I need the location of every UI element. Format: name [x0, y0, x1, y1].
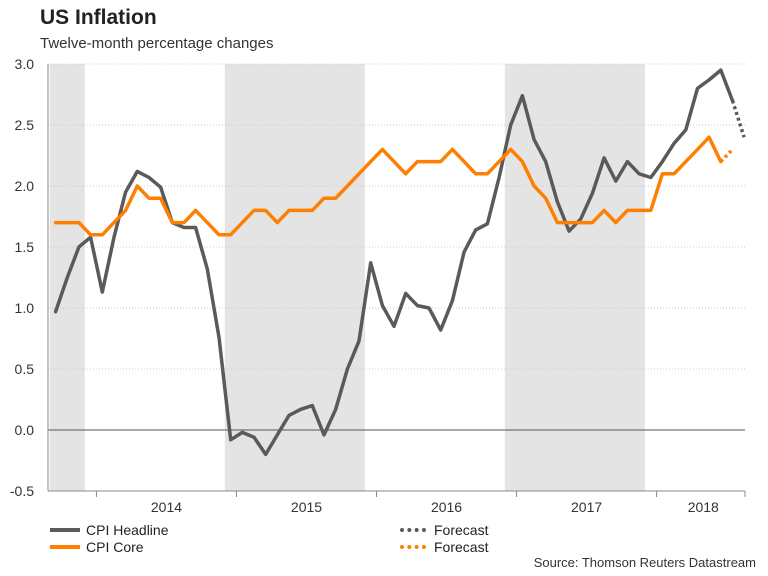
y-tick-label: 0.5 — [15, 361, 35, 377]
y-tick-label: 3.0 — [15, 56, 35, 72]
y-tick-label: -0.5 — [10, 483, 34, 499]
legend-cpi-core: CPI Core — [50, 538, 144, 556]
forecast-headline-line — [730, 100, 746, 138]
legend-forecast-headline: Forecast — [400, 521, 488, 539]
legend-cpi-headline: CPI Headline — [50, 521, 169, 539]
y-tick-label: 1.0 — [15, 300, 35, 316]
legend-core-label: CPI Core — [86, 539, 144, 555]
shaded-year-band-2 — [504, 64, 645, 491]
legend-forecast-headline-label: Forecast — [434, 522, 489, 538]
legend-headline-swatch — [50, 528, 80, 532]
legend-forecast-headline-swatch — [400, 528, 426, 532]
x-tick-label-2016: 2016 — [431, 499, 462, 515]
source-note: Source: Thomson Reuters Datastream — [533, 555, 756, 570]
y-tick-label: 2.0 — [15, 178, 35, 194]
y-tick-label: 0.0 — [15, 422, 35, 438]
legend-headline-label: CPI Headline — [86, 522, 169, 538]
x-tick-label-2018: 2018 — [688, 499, 719, 515]
x-tick-label-2014: 2014 — [151, 499, 182, 515]
y-tick-label: 2.5 — [15, 117, 35, 133]
legend-forecast-core: Forecast — [400, 538, 488, 556]
x-tick-label-2015: 2015 — [291, 499, 322, 515]
shaded-year-band-1 — [224, 64, 365, 491]
chart-title: US Inflation — [40, 6, 157, 29]
chart-subtitle: Twelve-month percentage changes — [40, 35, 274, 52]
legend-forecast-core-swatch — [400, 545, 426, 549]
legend-core-swatch — [50, 545, 80, 549]
y-tick-label: 1.5 — [15, 239, 35, 255]
cpi-core-line — [53, 135, 723, 237]
forecast-core-line — [719, 148, 734, 163]
x-tick-label-2017: 2017 — [571, 499, 602, 515]
legend-forecast-core-label: Forecast — [434, 539, 489, 555]
